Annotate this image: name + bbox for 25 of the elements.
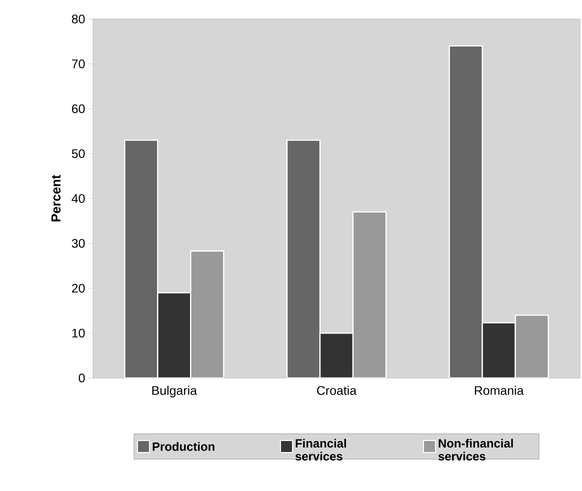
bar xyxy=(448,45,483,378)
y-tick-label: 80 xyxy=(72,14,85,24)
x-tick-label: Croatia xyxy=(317,386,357,395)
bar xyxy=(482,322,516,378)
bar xyxy=(319,332,354,378)
bar xyxy=(286,140,321,378)
legend-label: Production xyxy=(152,442,214,451)
bar xyxy=(514,314,549,378)
y-tick-label: 70 xyxy=(72,59,85,68)
bar xyxy=(157,292,192,378)
y-tick-label: 50 xyxy=(72,149,85,158)
y-axis-title: Percent xyxy=(52,174,61,222)
y-tick-label: 10 xyxy=(72,328,85,338)
x-tick-label: Romania xyxy=(474,386,524,395)
y-tick-label: 0 xyxy=(78,374,85,382)
bar xyxy=(190,250,224,378)
y-tick-label: 20 xyxy=(72,284,85,293)
legend-label: Financial services xyxy=(295,438,346,461)
y-tick-label: 60 xyxy=(72,104,85,114)
y-tick-label: 40 xyxy=(72,194,85,203)
legend-label: Non-financial services xyxy=(438,438,513,461)
y-tick-label: 30 xyxy=(72,238,85,248)
x-tick-label: Bulgaria xyxy=(152,386,197,398)
bar xyxy=(124,140,158,378)
bar xyxy=(352,211,387,378)
